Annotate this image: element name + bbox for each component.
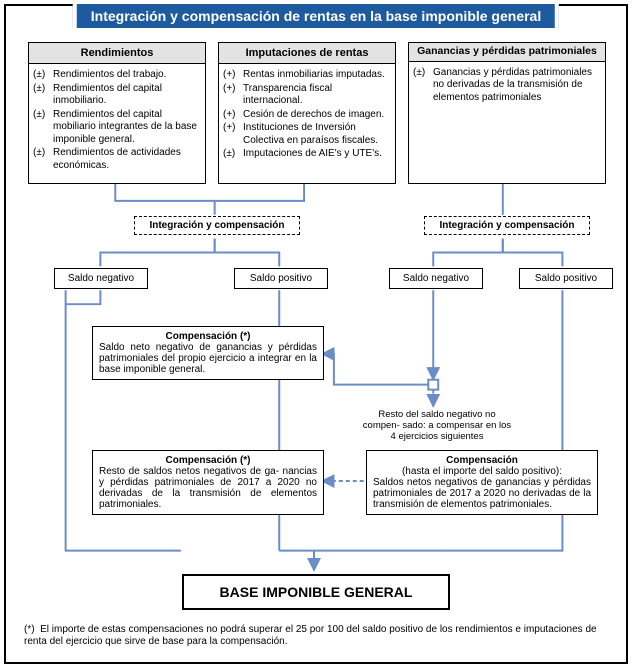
ic-right: Integración y compensación (424, 216, 590, 235)
footnote: (*) El importe de estas compensaciones n… (24, 624, 612, 648)
sign: (+) (223, 122, 243, 147)
sign: (±) (223, 148, 243, 161)
list-item: (+)Rentas inmobiliarias imputadas. (223, 69, 391, 82)
sign: (+) (223, 69, 243, 82)
comp3: Compensación (hasta el importe del saldo… (366, 450, 598, 515)
item-text: Ganancias y pérdidas patrimoniales no de… (433, 67, 601, 105)
item-text: Rendimientos de actividades económicas. (53, 147, 201, 172)
sign: (±) (33, 109, 53, 147)
list-item: (+)Transparencia fiscal internacional. (223, 83, 391, 108)
box-imputaciones: Imputaciones de rentas (+)Rentas inmobil… (218, 42, 396, 184)
footnote-text: El importe de estas compensaciones no po… (24, 624, 597, 647)
comp3-subtitle: (hasta el importe del saldo positivo): (373, 466, 591, 477)
box-rendimientos: Rendimientos (±)Rendimientos del trabajo… (28, 42, 206, 184)
comp1: Compensación (*) Saldo neto negativo de … (92, 326, 324, 380)
list-item: (±)Rendimientos del capital mobiliario i… (33, 109, 201, 147)
comp2-body: Resto de saldos netos negativos de ga- n… (99, 466, 317, 510)
list-item: (±)Ganancias y pérdidas patrimoniales no… (413, 67, 601, 105)
comp2-title: Compensación (*) (99, 455, 317, 466)
item-text: Transparencia fiscal internacional. (243, 83, 391, 108)
rest-note: Resto del saldo negativo no compen- sado… (362, 410, 512, 443)
sign: (±) (413, 67, 433, 105)
sign: (+) (223, 83, 243, 108)
list-item: (±)Rendimientos del trabajo. (33, 69, 201, 82)
sign: (±) (33, 147, 53, 172)
item-text: Rendimientos del trabajo. (53, 69, 201, 82)
item-text: Cesión de derechos de imagen. (243, 109, 391, 122)
ic-left: Integración y compensación (134, 216, 300, 235)
sign: (±) (33, 69, 53, 82)
comp2: Compensación (*) Resto de saldos netos n… (92, 450, 324, 515)
sign: (+) (223, 109, 243, 122)
item-text: Rendimientos del capital inmobiliario. (53, 83, 201, 108)
footnote-marker: (*) (24, 624, 35, 635)
item-text: Instituciones de Inversión Colectiva en … (243, 122, 391, 147)
list-item: (+)Instituciones de Inversión Colectiva … (223, 122, 391, 147)
item-text: Imputaciones de AIE's y UTE's. (243, 148, 391, 161)
comp1-title: Compensación (*) (99, 331, 317, 342)
list-item: (±)Rendimientos de actividades económica… (33, 147, 201, 172)
sign: (±) (33, 83, 53, 108)
saldo-pos-right: Saldo positivo (519, 268, 613, 289)
hdr-imputaciones: Imputaciones de rentas (219, 43, 395, 64)
saldo-pos-left: Saldo positivo (234, 268, 328, 289)
saldo-neg-right: Saldo negativo (389, 268, 483, 289)
list-item: (±)Imputaciones de AIE's y UTE's. (223, 148, 391, 161)
comp3-title: Compensación (373, 455, 591, 466)
list-item: (+)Cesión de derechos de imagen. (223, 109, 391, 122)
title-banner: Integración y compensación de rentas en … (73, 4, 559, 28)
hdr-rendimientos: Rendimientos (29, 43, 205, 64)
box-ganancias: Ganancias y pérdidas patrimoniales (±)Ga… (408, 42, 606, 184)
list-item: (±)Rendimientos del capital inmobiliario… (33, 83, 201, 108)
diagram-frame: Integración y compensación de rentas en … (4, 4, 628, 664)
comp1-body: Saldo neto negativo de ganancias y pérdi… (99, 342, 317, 375)
item-text: Rentas inmobiliarias imputadas. (243, 69, 391, 82)
comp3-body: Saldos netos negativos de ganancias y pé… (373, 477, 591, 510)
saldo-neg-left: Saldo negativo (54, 268, 148, 289)
item-text: Rendimientos del capital mobiliario inte… (53, 109, 201, 147)
hdr-ganancias: Ganancias y pérdidas patrimoniales (409, 43, 605, 62)
final-box: BASE IMPONIBLE GENERAL (182, 574, 450, 610)
